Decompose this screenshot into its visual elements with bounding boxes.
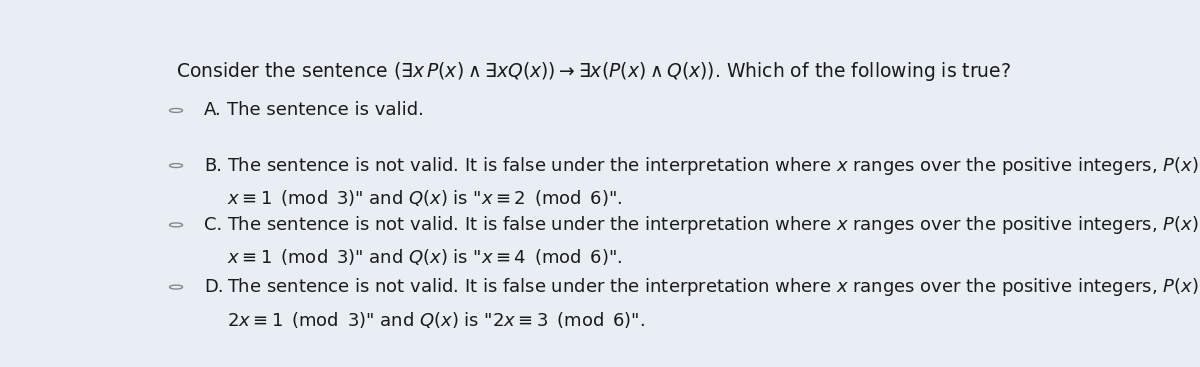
Text: The sentence is not valid. It is false under the interpretation where $x$ ranges: The sentence is not valid. It is false u…	[227, 276, 1200, 298]
Text: A.: A.	[204, 101, 222, 119]
Text: Consider the sentence $(\exists x\, P(x) \wedge \exists x Q(x)) \rightarrow \exi: Consider the sentence $(\exists x\, P(x)…	[176, 59, 1012, 83]
Text: The sentence is not valid. It is false under the interpretation where $x$ ranges: The sentence is not valid. It is false u…	[227, 155, 1200, 177]
Text: $x \equiv 1\ \,(\mathrm{mod}\ \,3)$" and $Q(x)$ is "$x \equiv 4\ \,(\mathrm{mod}: $x \equiv 1\ \,(\mathrm{mod}\ \,3)$" and…	[227, 247, 623, 268]
Text: The sentence is valid.: The sentence is valid.	[227, 101, 424, 119]
Text: B.: B.	[204, 157, 222, 175]
Text: $x \equiv 1\ \,(\mathrm{mod}\ \,3)$" and $Q(x)$ is "$x \equiv 2\ \,(\mathrm{mod}: $x \equiv 1\ \,(\mathrm{mod}\ \,3)$" and…	[227, 188, 623, 208]
Text: D.: D.	[204, 278, 223, 296]
Text: The sentence is not valid. It is false under the interpretation where $x$ ranges: The sentence is not valid. It is false u…	[227, 214, 1200, 236]
Text: C.: C.	[204, 216, 222, 234]
Text: $2x \equiv 1\ \,(\mathrm{mod}\ \,3)$" and $Q(x)$ is "$2x \equiv 3\ \,(\mathrm{mo: $2x \equiv 1\ \,(\mathrm{mod}\ \,3)$" an…	[227, 310, 646, 330]
